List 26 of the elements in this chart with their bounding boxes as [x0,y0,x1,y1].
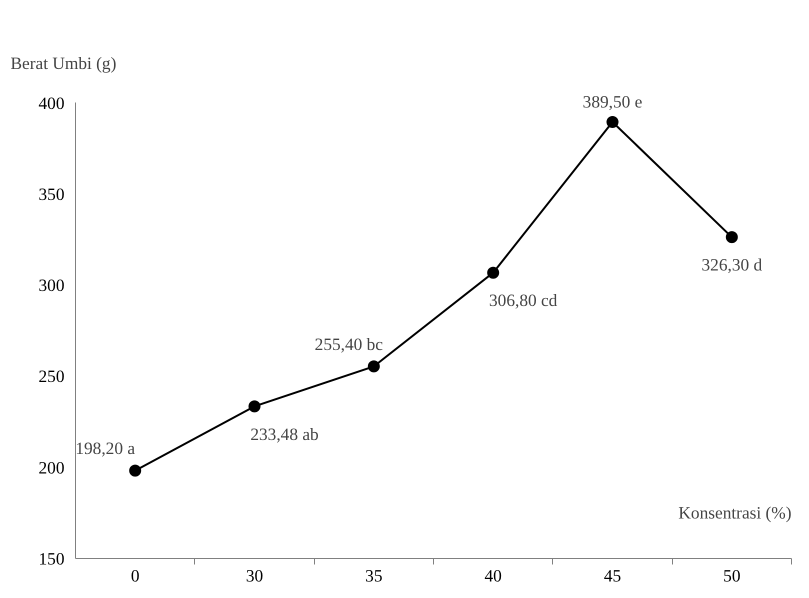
data-label: 233,48 ab [250,424,319,444]
x-tick-label: 50 [723,566,740,586]
point [129,464,142,477]
x-axis-title: Konsentrasi (%) [678,503,792,522]
data-label: 326,30 d [702,256,762,275]
y-tick-label: 250 [38,367,65,386]
point [606,116,618,128]
point [726,231,738,244]
point [368,360,380,372]
point [248,400,260,412]
data-label: 198,20 a [75,439,136,458]
x-tick-label: 30 [246,566,264,586]
y-tick-label: 300 [38,276,65,296]
y-tick-label: 150 [38,550,65,568]
data-label: 255,40 bc [314,334,384,354]
y-tick-label: 200 [38,458,65,478]
y-axis-title: Berat Umbi (g) [10,54,117,73]
data-label: 389,50 e [582,92,643,112]
y-tick-label: 350 [38,184,65,204]
point [487,266,500,279]
x-tick-label: 40 [484,566,502,586]
data-label: 306,80 cd [488,291,558,310]
y-tick-label: 400 [38,94,65,113]
x-tick-label: 35 [365,566,382,586]
x-tick-label: 45 [604,566,622,586]
x-tick-label: 0 [130,566,140,586]
